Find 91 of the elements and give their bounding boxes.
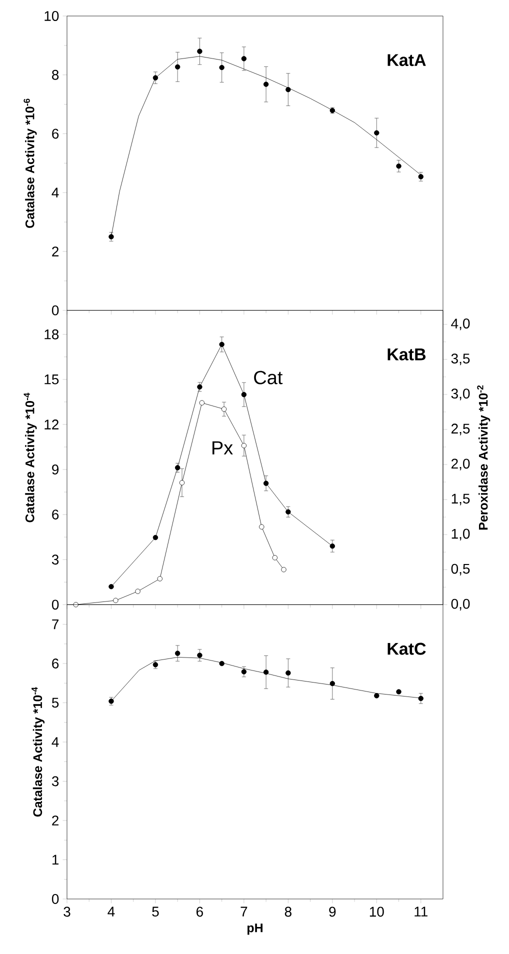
y-tick-label: 1 (52, 854, 59, 865)
y-tick-label: 6 (52, 128, 59, 139)
point (418, 174, 424, 180)
y-tick-label: 0 (52, 600, 59, 610)
point (108, 698, 114, 704)
point (221, 406, 227, 412)
point (330, 680, 336, 686)
point (418, 696, 424, 702)
point (152, 534, 158, 540)
point (199, 400, 205, 406)
annotation: KatB (388, 348, 426, 360)
x-tick-label: 11 (414, 906, 428, 916)
x-tick-label: 8 (284, 906, 292, 917)
point (108, 234, 114, 240)
point (330, 543, 335, 549)
point (241, 392, 247, 398)
point (263, 82, 269, 87)
y-tick-label: 6 (52, 510, 59, 520)
y2-tick-label: 2,5 (451, 424, 470, 436)
y-tick-label: 10 (44, 11, 59, 21)
point (197, 384, 202, 390)
y-tick-label: 2 (52, 816, 58, 826)
y2-tick-label: 0,5 (451, 564, 470, 576)
x-axis-title: pH (247, 924, 262, 935)
y-tick-label: 4 (52, 737, 59, 747)
y2-tick-label: 2,0 (451, 458, 470, 470)
annotation: KatA (388, 54, 426, 66)
x-tick-label: 7 (240, 906, 248, 916)
point (219, 660, 224, 666)
x-tick-label: 3 (64, 906, 70, 917)
point (241, 669, 247, 674)
y-tick-label: 2 (52, 246, 58, 256)
point (241, 442, 247, 448)
point (263, 670, 269, 675)
point (263, 480, 269, 486)
x-tick-label: 6 (196, 906, 203, 917)
point (73, 602, 78, 608)
x-tick-label: 9 (329, 906, 336, 917)
point (219, 342, 224, 348)
point (286, 670, 291, 676)
y2-tick-label: 1,5 (452, 494, 470, 506)
y2-tick-label: 4,0 (451, 318, 470, 330)
point (113, 598, 118, 604)
y2-tick-label: 3,5 (451, 354, 470, 366)
y2-tick-label: 0,0 (451, 598, 470, 610)
y-tick-label: 3 (52, 554, 59, 565)
y-tick-label: 6 (52, 658, 59, 668)
point (174, 650, 180, 656)
y-axis-title: Catalase Activity *10$^{-4}$ (24, 392, 37, 522)
point (281, 567, 286, 572)
series-label: Px (212, 441, 233, 454)
y-tick-label: 9 (52, 464, 59, 474)
series-label: Cat (254, 370, 283, 384)
x-tick-label: 5 (152, 906, 159, 917)
point (396, 164, 402, 169)
x-tick-label: 10 (370, 906, 384, 917)
point (135, 588, 140, 594)
y-tick-label: 5 (52, 698, 59, 708)
point (157, 576, 162, 582)
y-tick-label: 7 (52, 619, 58, 630)
y2-tick-label: 3,0 (451, 388, 470, 400)
point (396, 689, 402, 694)
y-axis-title: Catalase Activity *10$^{-4}$ (32, 687, 45, 817)
point (374, 130, 380, 136)
y-tick-label: 15 (44, 374, 59, 384)
point (272, 555, 278, 560)
point (286, 509, 291, 514)
point (197, 48, 202, 54)
y-tick-label: 18 (44, 329, 59, 340)
annotation: KatC (388, 642, 426, 655)
y-tick-label: 12 (44, 420, 58, 430)
y-tick-label: 0 (52, 305, 59, 316)
y2-tick-label: 1,0 (452, 528, 470, 540)
y2-axis-title: Peroxidase Activity *10$^{-2}$ (477, 385, 490, 530)
y-tick-label: 0 (52, 894, 59, 904)
y-tick-label: 4 (52, 188, 59, 198)
point (174, 465, 180, 470)
y-axis-title: Catalase Activity *10$^{-6}$ (24, 98, 37, 228)
point (219, 64, 224, 70)
point (152, 75, 158, 80)
point (108, 584, 114, 590)
point (374, 693, 380, 698)
y-tick-label: 3 (52, 776, 59, 786)
point (197, 652, 202, 658)
x-tick-label: 4 (108, 906, 115, 916)
point (259, 524, 264, 530)
point (286, 86, 291, 92)
point (179, 480, 185, 486)
point (241, 56, 247, 62)
y-tick-label: 8 (52, 70, 59, 80)
point (174, 64, 180, 70)
